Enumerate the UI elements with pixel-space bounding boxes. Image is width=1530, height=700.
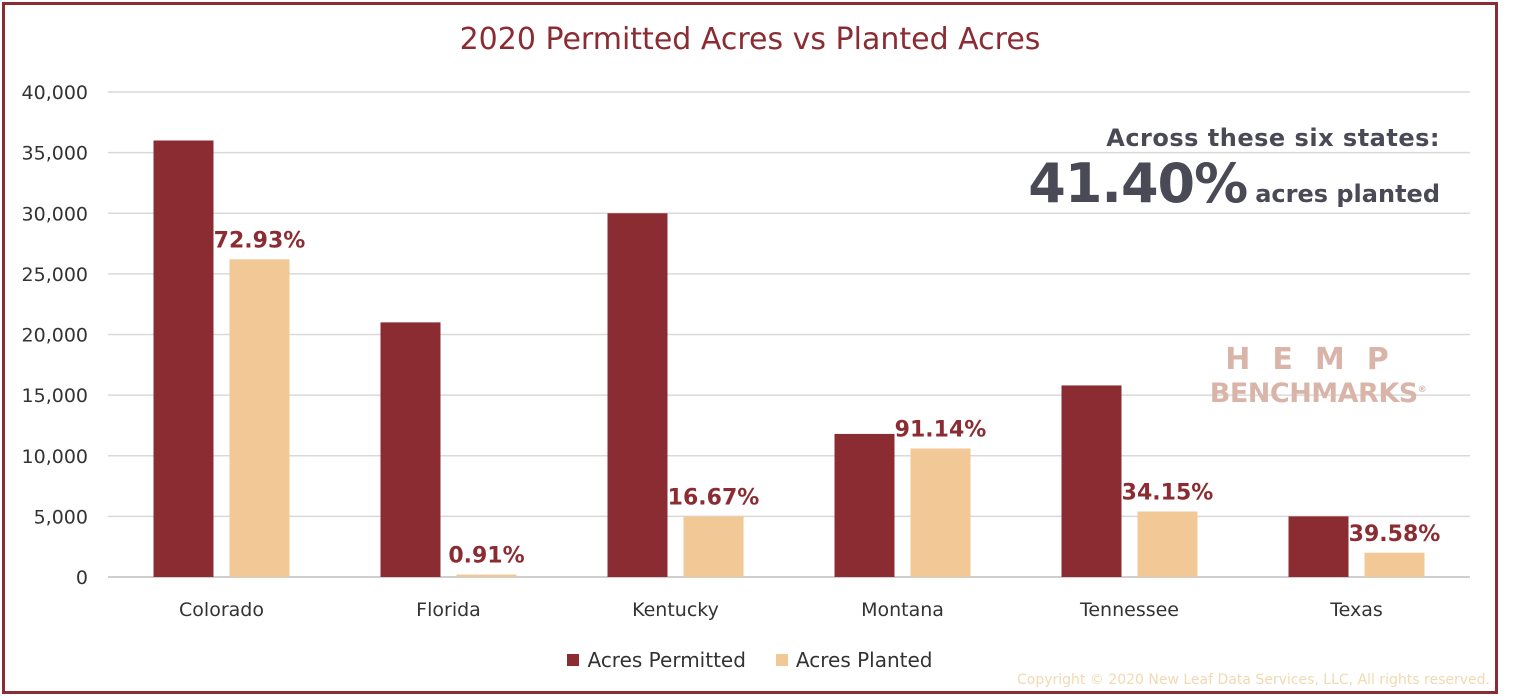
y-tick-label: 30,000	[22, 203, 88, 225]
x-category-label: Tennessee	[1079, 599, 1179, 621]
x-category-label: Montana	[861, 599, 944, 621]
bar-acres-planted	[910, 448, 971, 577]
x-category-label: Colorado	[179, 599, 264, 621]
summary-percent: 41.40%	[1028, 152, 1248, 215]
summary-value: 41.40% acres planted	[1028, 152, 1440, 215]
legend: Acres Permitted Acres Planted	[0, 648, 1500, 672]
summary-suffix: acres planted	[1255, 180, 1440, 208]
data-label-percent: 0.91%	[448, 544, 524, 569]
y-tick-label: 5,000	[34, 506, 88, 528]
legend-item-planted: Acres Planted	[775, 648, 933, 672]
data-label-percent: 72.93%	[214, 228, 306, 253]
bar-acres-permitted	[834, 433, 895, 577]
legend-swatch-permitted	[567, 654, 580, 666]
x-category-label: Florida	[416, 599, 481, 621]
y-tick-label: 0	[76, 567, 88, 589]
bar-acres-planted	[456, 574, 517, 577]
summary-caption: Across these six states:	[1106, 124, 1440, 152]
x-category-label: Kentucky	[632, 599, 719, 621]
bar-acres-permitted	[1288, 516, 1349, 577]
copyright-notice: Copyright © 2020 New Leaf Data Services,…	[1017, 672, 1490, 688]
bar-acres-planted	[1137, 511, 1198, 577]
legend-label-permitted: Acres Permitted	[587, 648, 746, 672]
logo-registered-mark: ®	[1417, 385, 1427, 395]
y-tick-label: 20,000	[22, 325, 88, 347]
y-tick-label: 10,000	[22, 446, 88, 468]
x-category-label: Texas	[1329, 599, 1383, 621]
logo-line-2: BENCHMARKS®	[1196, 376, 1440, 408]
bar-acres-permitted	[153, 140, 214, 577]
data-label-percent: 91.14%	[895, 417, 987, 442]
bar-acres-planted	[1364, 552, 1425, 577]
data-label-percent: 34.15%	[1122, 481, 1214, 506]
y-tick-label: 25,000	[22, 264, 88, 286]
data-label-percent: 16.67%	[668, 485, 760, 510]
chart-title: 2020 Permitted Acres vs Planted Acres	[459, 22, 1041, 57]
bar-acres-planted	[683, 516, 744, 577]
bar-acres-permitted	[607, 213, 668, 577]
bar-acres-permitted	[380, 322, 441, 577]
logo-line-2-text: BENCHMARKS	[1209, 378, 1418, 409]
chart-frame	[2, 2, 1498, 694]
bar-acres-permitted	[1061, 385, 1122, 577]
bar-acres-planted	[229, 259, 290, 577]
hemp-benchmarks-logo: HEMP BENCHMARKS®	[1196, 344, 1440, 408]
bar-chart: 0 5,000 10,000 15,000 20,000 25,000 30,000 35,0…	[22, 82, 1470, 621]
y-tick-label: 35,000	[22, 143, 88, 165]
data-label-percent: 39.58%	[1349, 522, 1441, 547]
logo-line-1: HEMP	[1225, 342, 1411, 377]
legend-label-planted: Acres Planted	[795, 648, 933, 672]
legend-swatch-planted	[775, 654, 788, 666]
y-tick-label: 15,000	[22, 385, 88, 407]
y-tick-label: 40,000	[22, 82, 88, 104]
legend-item-permitted: Acres Permitted	[567, 648, 746, 672]
